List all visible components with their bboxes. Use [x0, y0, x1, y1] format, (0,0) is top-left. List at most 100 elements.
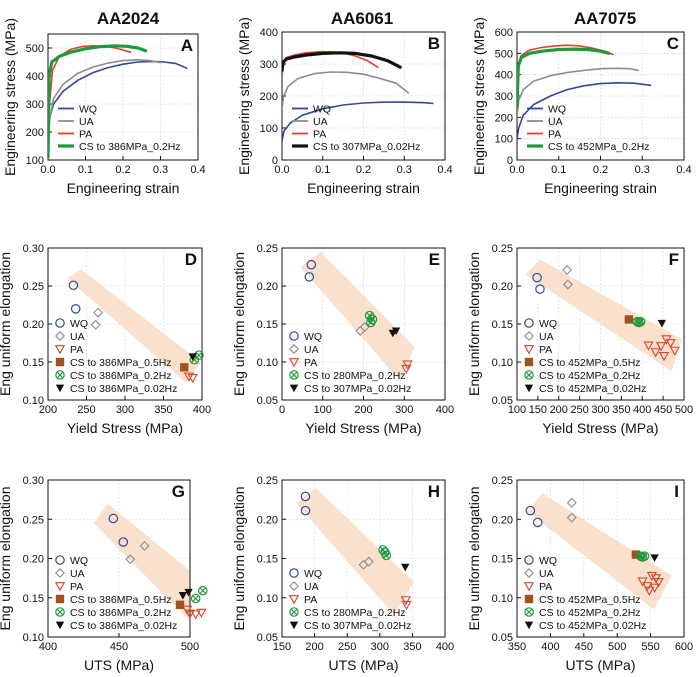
legend-marker: [289, 568, 299, 578]
y-tick-label: 0.20: [257, 281, 278, 293]
panel-d: 200 250 300 350 400 0.10 0.15 0.20 0.25 0.30 Yield…: [0, 243, 211, 436]
legend-label: CS to 307MPa_0.02Hz: [313, 141, 420, 153]
legend-label: WQ: [70, 555, 88, 567]
x-tick-label: 400: [193, 404, 211, 416]
y-tick-label: 0.10: [257, 357, 278, 369]
data-point-circle: [304, 272, 315, 282]
y-tick-label: 0.25: [23, 514, 44, 526]
y-tick-label: 0.25: [257, 243, 278, 255]
x-tick-label: 0.0: [40, 164, 55, 176]
data-point-tri-down: [643, 341, 654, 351]
data-point-diamond: [562, 265, 573, 276]
y-tick-label: 600: [495, 27, 513, 39]
trend-band: [527, 493, 672, 610]
data-point-tri-down: [190, 610, 201, 620]
y-tick-label: 200: [495, 112, 513, 124]
data-point-tri-down: [196, 608, 207, 618]
legend-marker: [289, 370, 299, 380]
y-axis-label: Eng uniform elongation: [231, 252, 247, 396]
y-tick-label: 400: [26, 71, 44, 83]
legend-marker: [55, 357, 65, 367]
legend-label: CS to 280MPa_0.2Hz: [304, 607, 406, 619]
legend-marker: [288, 358, 300, 368]
y-tick-label: 300: [260, 59, 278, 71]
legend-label: UA: [548, 116, 563, 128]
data-point-tri-down: [650, 348, 661, 358]
series-line-ua: [282, 71, 410, 110]
y-tick-label: 0.10: [492, 593, 513, 605]
panel-e: 0 100 200 300 400 0.05 0.10 0.15 0.20 0.25 Yield S…: [231, 243, 454, 436]
x-tick-label: 200: [305, 641, 323, 653]
x-tick-label: 150: [273, 641, 291, 653]
y-axis-label: Eng uniform elongation: [0, 252, 13, 396]
data-point-circle-x: [635, 316, 646, 327]
series-line-wq: [517, 82, 652, 140]
x-axis-label: Yield Stress (MPa): [67, 420, 183, 436]
panel-g: 400 450 500 0.10 0.15 0.20 0.25 0.30 UTS (MPa) En…: [0, 475, 208, 673]
data-point-tri-filled: [391, 327, 401, 336]
legend-label: CS to 386MPa_0.02Hz: [70, 620, 177, 632]
panel-f: 100 150 200 250 300 350 400 450 500 0.05 0.10 0.15 0…: [466, 243, 693, 436]
x-tick-label: 500: [181, 641, 199, 653]
legend-label: CS to 386MPa_0.2Hz: [70, 370, 172, 382]
legend-marker: [289, 607, 299, 617]
x-axis-label: UTS (MPa): [329, 657, 399, 673]
x-tick-label: 350: [403, 641, 421, 653]
x-tick-label: 0.3: [153, 164, 168, 176]
legend-label: CS to 452MPa_0.5Hz: [539, 594, 641, 606]
legend-label: PA: [548, 129, 561, 141]
data-point-diamond: [566, 512, 577, 523]
data-point-tri-down: [669, 346, 680, 356]
y-tick-label: 0.05: [492, 632, 513, 644]
legend-label: PA: [304, 357, 317, 369]
panel-c: 0.0 0.1 0.2 0.3 0.4 0 100 200 300 400 500 600 Engine…: [471, 17, 692, 196]
x-tick-label: 350: [154, 404, 172, 416]
series-line-ua: [517, 67, 639, 119]
panel-letter-f: F: [669, 250, 679, 269]
series-line-wq: [48, 60, 188, 158]
data-point-circle: [532, 272, 542, 283]
y-tick-label: 0.20: [23, 554, 44, 566]
legend-marker: [55, 318, 65, 328]
y-tick-label: 0.25: [492, 243, 513, 255]
legend-label: CS to 280MPa_0.2Hz: [304, 370, 406, 382]
legend-label: UA: [304, 344, 319, 356]
x-tick-label: 0.3: [397, 164, 412, 176]
y-tick-label: 0.15: [257, 554, 278, 566]
y-tick-label: 0: [272, 155, 278, 167]
panel-letter-b: B: [428, 34, 440, 53]
column-title-aa2024: AA2024: [97, 9, 160, 28]
legend-label: CS to 386MPa_0.2Hz: [79, 141, 181, 153]
x-tick-label: 500: [608, 641, 626, 653]
legend-label: CS to 386MPa_0.2Hz: [70, 607, 172, 619]
x-tick-label: 350: [612, 404, 630, 416]
panel-a: 0.0 0.1 0.2 0.3 0.4 100 200 300 400 500 Engineerin…: [2, 18, 206, 196]
legend-label: UA: [79, 116, 94, 128]
data-point-tri-down: [401, 600, 412, 611]
x-tick-label: 0: [279, 404, 285, 416]
y-tick-label: 0.10: [23, 395, 44, 407]
data-point-tri-filled: [178, 592, 188, 600]
data-point-tri-down: [183, 372, 195, 382]
panel-letter-i: I: [674, 482, 679, 501]
series-line-cs-to-307mpa-0-02hz: [282, 51, 402, 72]
legend-marker: [524, 331, 534, 341]
data-point-tri-filled: [650, 554, 659, 562]
data-point-circle-x: [380, 547, 390, 558]
legend-marker: [524, 555, 534, 565]
x-tick-label: 0.4: [676, 164, 691, 176]
legend-marker: [55, 370, 65, 380]
panel-i: 350 400 450 500 550 600 0.05 0.10 0.15 0.20 0.25 UT…: [466, 475, 693, 673]
x-tick-label: 0.2: [593, 164, 608, 176]
x-tick-label: 250: [570, 404, 588, 416]
legend-label: WQ: [548, 104, 566, 116]
legend-label: CS to 452MPa_0.02Hz: [539, 620, 646, 632]
data-point-tri-filled: [188, 353, 197, 361]
data-point-tri-down: [182, 605, 193, 615]
x-tick-label: 300: [395, 404, 413, 416]
